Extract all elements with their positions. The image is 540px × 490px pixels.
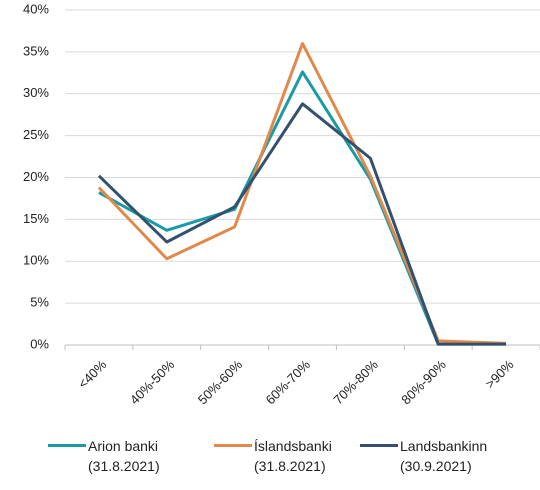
legend-item: Íslandsbanki (31.8.2021) (214, 436, 332, 476)
legend-label: Íslandsbanki (31.8.2021) (254, 438, 332, 474)
x-tick-label: 70%-80% (330, 357, 381, 408)
y-tick-label: 10% (23, 253, 49, 268)
x-tick-label: <40% (75, 357, 110, 392)
series-line (97, 42, 507, 345)
y-tick-label: 0% (30, 336, 49, 351)
y-tick-label: 20% (23, 169, 49, 184)
y-tick-label: 30% (23, 85, 49, 100)
y-tick-label: 35% (23, 43, 49, 58)
legend-item: Arion banki (31.8.2021) (48, 436, 160, 476)
x-tick-label: 50%-60% (195, 357, 246, 408)
y-tick-label: 40% (23, 1, 49, 16)
x-tick-label: 80%-90% (398, 357, 449, 408)
legend-swatch (48, 444, 86, 447)
legend-swatch (214, 444, 252, 447)
x-tick-label: >90% (482, 357, 517, 392)
plot: 0% 5% 10% 15% 20% 25% 30% 35% 40% <40% 40%-50% 50%-… (23, 1, 540, 408)
legend-label: Arion banki (31.8.2021) (88, 438, 160, 474)
legend-swatch (360, 444, 398, 447)
x-tick-label: 60%-70% (263, 357, 314, 408)
x-tick-label: 40%-50% (127, 357, 178, 408)
series-line (97, 102, 507, 346)
y-tick-label: 25% (23, 127, 49, 142)
legend-item: Landsbankinn (30.9.2021) (360, 436, 487, 476)
y-tick-label: 15% (23, 211, 49, 226)
legend-label: Landsbankinn (30.9.2021) (400, 438, 488, 474)
legend: Arion banki (31.8.2021) Íslandsbanki (31.… (0, 436, 540, 486)
y-tick-label: 5% (30, 295, 49, 310)
